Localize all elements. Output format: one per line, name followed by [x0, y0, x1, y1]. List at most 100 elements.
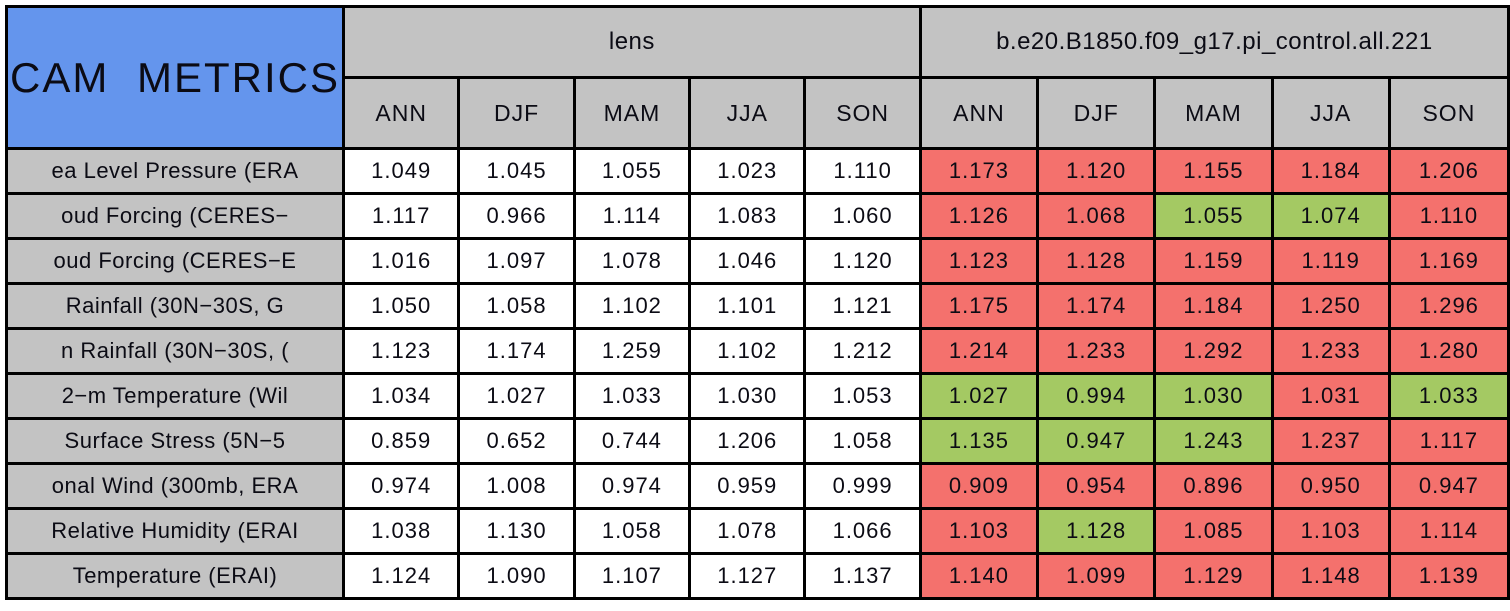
control-value-cell: 1.155 — [1153, 147, 1274, 195]
control-value-cell: 1.173 — [918, 147, 1040, 195]
lens-value-cell: 1.101 — [688, 282, 807, 330]
control-value-cell: 1.110 — [1387, 192, 1510, 240]
control-value-cell: 0.994 — [1036, 372, 1157, 420]
lens-value-cell: 1.008 — [457, 462, 576, 510]
lens-value-cell: 1.212 — [803, 327, 922, 375]
lens-value-cell: 1.034 — [341, 372, 461, 420]
control-value-cell: 1.169 — [1387, 237, 1510, 285]
corner-title: CAM METRICS — [5, 5, 345, 150]
season-header-row: ANN DJF MAM JJA SON ANN DJF MAM JJA SON — [7, 76, 1510, 150]
lens-value-cell: 0.974 — [572, 462, 692, 510]
metrics-table: CAM METRICS lens b.e20.B1850.f09_g17.pi_… — [5, 5, 1510, 600]
metric-row: onal Wind (300mb, ERA 0.974 1.008 0.974 0.95… — [5, 462, 1510, 510]
control-value-cell: 1.074 — [1270, 192, 1391, 240]
lens-value-cell: 1.259 — [572, 327, 692, 375]
control-value-cell: 1.148 — [1270, 552, 1391, 600]
control-value-cell: 1.128 — [1036, 507, 1157, 555]
lens-value-cell: 0.974 — [341, 462, 461, 510]
control-value-cell: 1.233 — [1036, 327, 1157, 375]
lens-value-cell: 1.030 — [688, 372, 807, 420]
season-header: SON — [1387, 76, 1510, 150]
row-label: onal Wind (300mb, ERA — [5, 462, 345, 510]
season-header: SON — [803, 76, 922, 150]
group-header-lens: lens — [342, 5, 922, 79]
control-value-cell: 1.139 — [1387, 552, 1510, 600]
control-value-cell: 1.174 — [1036, 282, 1157, 330]
row-label: n Rainfall (30N−30S, ( — [5, 327, 345, 375]
lens-value-cell: 1.123 — [341, 327, 461, 375]
lens-value-cell: 1.121 — [803, 282, 922, 330]
row-label: Rainfall (30N−30S, G — [5, 282, 345, 330]
lens-value-cell: 1.124 — [341, 552, 461, 600]
lens-value-cell: 1.066 — [803, 507, 922, 555]
control-value-cell: 1.117 — [1387, 417, 1510, 465]
control-value-cell: 1.206 — [1387, 147, 1510, 195]
control-value-cell: 1.027 — [918, 372, 1040, 420]
lens-value-cell: 1.083 — [688, 192, 807, 240]
control-value-cell: 1.126 — [918, 192, 1040, 240]
control-value-cell: 1.128 — [1036, 237, 1157, 285]
season-header: ANN — [918, 76, 1040, 150]
control-value-cell: 1.103 — [1270, 507, 1391, 555]
lens-value-cell: 0.652 — [457, 417, 576, 465]
control-value-cell: 0.896 — [1153, 462, 1274, 510]
lens-value-cell: 0.966 — [457, 192, 576, 240]
season-header: DJF — [457, 76, 576, 150]
control-value-cell: 1.129 — [1153, 552, 1274, 600]
lens-value-cell: 1.060 — [803, 192, 922, 240]
control-value-cell: 1.140 — [918, 552, 1040, 600]
control-value-cell: 1.243 — [1153, 417, 1274, 465]
lens-value-cell: 1.058 — [457, 282, 576, 330]
row-label: Relative Humidity (ERAI — [5, 507, 345, 555]
lens-value-cell: 1.097 — [457, 237, 576, 285]
control-value-cell: 0.954 — [1036, 462, 1157, 510]
metric-row: 2−m Temperature (Wil 1.034 1.027 1.033 1.030… — [5, 372, 1510, 420]
lens-value-cell: 1.023 — [688, 147, 807, 195]
lens-value-cell: 1.174 — [457, 327, 576, 375]
season-header: DJF — [1036, 76, 1157, 150]
control-value-cell: 1.099 — [1036, 552, 1157, 600]
control-value-cell: 1.159 — [1153, 237, 1274, 285]
control-value-cell: 1.033 — [1387, 372, 1510, 420]
control-value-cell: 0.909 — [918, 462, 1040, 510]
season-header: JJA — [1270, 76, 1391, 150]
control-value-cell: 1.114 — [1387, 507, 1510, 555]
lens-value-cell: 1.102 — [688, 327, 807, 375]
group-header-row: CAM METRICS lens b.e20.B1850.f09_g17.pi_… — [5, 5, 1510, 150]
lens-value-cell: 1.038 — [341, 507, 461, 555]
metric-row: ea Level Pressure (ERA 1.049 1.045 1.055 1.0… — [5, 147, 1510, 195]
control-value-cell: 1.055 — [1153, 192, 1274, 240]
lens-value-cell: 1.033 — [572, 372, 692, 420]
lens-value-cell: 1.114 — [572, 192, 692, 240]
control-value-cell: 1.031 — [1270, 372, 1391, 420]
lens-value-cell: 1.120 — [803, 237, 922, 285]
lens-value-cell: 1.137 — [803, 552, 922, 600]
metric-row: Rainfall (30N−30S, G 1.050 1.058 1.102 1.101… — [5, 282, 1510, 330]
lens-value-cell: 1.045 — [457, 147, 576, 195]
control-value-cell: 1.135 — [918, 417, 1040, 465]
control-value-cell: 1.184 — [1153, 282, 1274, 330]
lens-value-cell: 1.046 — [688, 237, 807, 285]
lens-value-cell: 1.055 — [572, 147, 692, 195]
control-value-cell: 1.030 — [1153, 372, 1274, 420]
control-value-cell: 1.237 — [1270, 417, 1391, 465]
control-value-cell: 1.250 — [1270, 282, 1391, 330]
row-label: Temperature (ERAI) — [5, 552, 345, 600]
season-header: MAM — [572, 76, 692, 150]
lens-value-cell: 1.049 — [341, 147, 461, 195]
control-value-cell: 1.120 — [1036, 147, 1157, 195]
group-header-control: b.e20.B1850.f09_g17.pi_control.all.221 — [918, 5, 1510, 79]
lens-value-cell: 1.206 — [688, 417, 807, 465]
lens-value-cell: 1.078 — [572, 237, 692, 285]
lens-value-cell: 1.053 — [803, 372, 922, 420]
lens-value-cell: 1.090 — [457, 552, 576, 600]
metric-row: oud Forcing (CERES−E 1.016 1.097 1.078 1.046… — [5, 237, 1510, 285]
lens-value-cell: 1.050 — [341, 282, 461, 330]
control-value-cell: 1.119 — [1270, 237, 1391, 285]
lens-value-cell: 0.859 — [341, 417, 461, 465]
row-label: oud Forcing (CERES− — [5, 192, 345, 240]
lens-value-cell: 1.127 — [688, 552, 807, 600]
season-header: ANN — [341, 76, 461, 150]
control-value-cell: 1.296 — [1387, 282, 1510, 330]
control-value-cell: 1.280 — [1387, 327, 1510, 375]
